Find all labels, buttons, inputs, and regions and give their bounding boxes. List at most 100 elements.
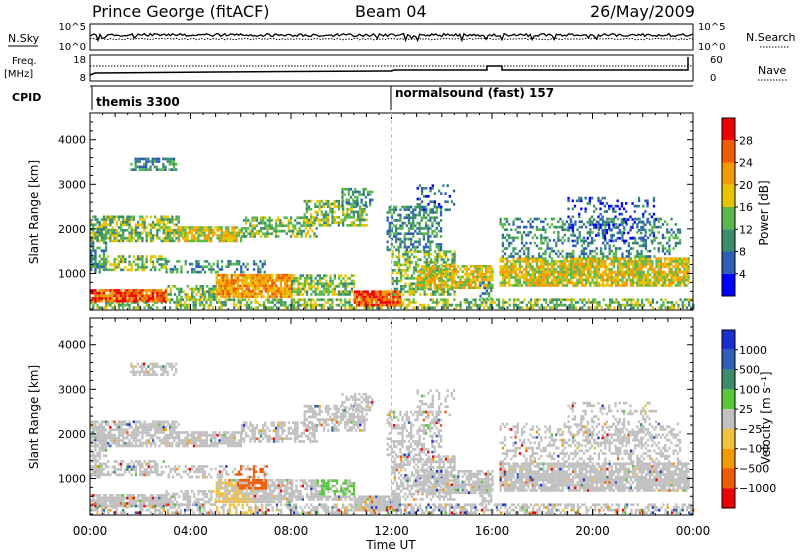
heatmap-cell-962 [237, 279, 240, 282]
heatmap-cell-1957 [482, 275, 486, 279]
heatmap-cell-2390 [585, 260, 588, 263]
heatmap-cell-1994 [479, 281, 482, 285]
heatmap-cell-1897 [465, 278, 468, 282]
heatmap-cell-4785 [612, 239, 615, 243]
heatmap-cell-1010 [249, 279, 253, 282]
heatmap-cell-4882 [90, 244, 93, 247]
heatmap-cell-4507 [410, 216, 413, 220]
heatmap-cell-2505 [612, 270, 615, 274]
heatmap-cell-4651 [423, 187, 426, 190]
heatmap-cell-865 [212, 293, 215, 296]
heatmap-cell-4293 [349, 195, 353, 199]
heatmap-cell-4660 [429, 187, 432, 190]
heatmap-cell-4043 [289, 221, 293, 225]
heatmap-cell-2152 [533, 284, 536, 287]
heatmap-cell-3657 [137, 226, 140, 229]
heatmap-cell-2960 [544, 228, 547, 232]
heatmap-cell-4608 [433, 205, 436, 209]
heatmap-cell-683 [113, 289, 116, 292]
heatmap-cell-3343 [130, 268, 133, 272]
heatmap-cell-4776 [608, 226, 611, 229]
heatmap-cell-2400 [587, 260, 590, 263]
heatmap-cell-2729 [664, 276, 667, 279]
heatmap-cell-4217 [346, 216, 349, 219]
heatmap-cell-710 [126, 291, 129, 295]
heatmap-cell-2714 [659, 265, 662, 269]
heatmap-cell-3498 [90, 223, 93, 227]
heatmap-cell-108 [192, 303, 195, 307]
heatmap-cell-2276 [561, 281, 564, 285]
heatmap-cell-385 [459, 303, 462, 307]
heatmap-cell-3052 [582, 236, 586, 240]
heatmap-cell-960 [237, 284, 240, 288]
heatmap-cell-4271 [363, 207, 366, 211]
heatmap-cell-2160 [533, 257, 536, 261]
heatmap-cell-3903 [227, 231, 230, 235]
heatmap-cell-2524 [617, 268, 620, 271]
heatmap-cell-4119 [310, 218, 313, 222]
heatmap-cell-2865 [508, 241, 511, 245]
heatmap-cell-862 [210, 287, 213, 291]
heatmap-cell-3219 [651, 228, 654, 232]
heatmap-cell-3203 [644, 255, 648, 258]
heatmap-cell-4142 [318, 199, 321, 203]
heatmap-cell-3266 [670, 217, 673, 221]
heatmap-cell-3155 [625, 255, 628, 258]
heatmap-cell-1731 [453, 290, 456, 294]
heatmap-cell-4637 [416, 197, 419, 201]
heatmap-cell-2122 [525, 260, 528, 263]
heatmap-cell-4036 [287, 229, 290, 233]
heatmap-cell-1080 [269, 287, 272, 290]
heatmap-cell-4303 [356, 203, 359, 207]
heatmap-cell-2483 [606, 257, 609, 261]
heatmap-cell-3960 [251, 219, 254, 222]
heatmap-cell-2074 [514, 276, 517, 279]
heatmap-cell-4917 [98, 254, 101, 258]
heatmap-cell-3489 [259, 268, 262, 271]
heatmap-cell-4485 [405, 213, 408, 217]
heatmap-cell-1116 [279, 292, 282, 296]
heatmap-cell-1423 [388, 290, 391, 294]
heatmap-cell-264 [331, 303, 334, 307]
heatmap-cell-4075 [304, 232, 308, 236]
heatmap-cell-3493 [263, 270, 266, 274]
heatmap-cell-3235 [657, 231, 660, 234]
heatmap-cell-4128 [314, 210, 317, 214]
heatmap-cell-2101 [520, 273, 524, 277]
heatmap-cell-400 [474, 298, 477, 302]
heatmap-cell-938 [230, 276, 233, 280]
heatmap-cell-2357 [578, 270, 581, 274]
heatmap-cell-495 [559, 298, 563, 302]
heatmap-cell-1055 [262, 295, 265, 298]
heatmap-cell-4824 [629, 236, 632, 240]
heatmap-cell-891 [219, 289, 223, 293]
heatmap-cell-1785 [429, 283, 432, 287]
heatmap-cell-1072 [266, 287, 270, 290]
heatmap-cell-333 [406, 306, 409, 310]
heatmap-cell-14 [104, 303, 108, 307]
heatmap-cell-3693 [149, 226, 153, 229]
heatmap-cell-1861 [452, 273, 456, 276]
heatmap-cell-1008 [249, 284, 253, 288]
heatmap-cell-1246 [320, 290, 324, 294]
heatmap-cell-1437 [394, 301, 397, 304]
heatmap-cell-1501 [402, 255, 405, 259]
heatmap-cell-3940 [242, 219, 246, 222]
heatmap-cell-2680 [651, 260, 654, 263]
heatmap-cell-4648 [420, 187, 424, 190]
heatmap-cell-2868 [508, 223, 511, 226]
heatmap-cell-1013 [251, 295, 255, 298]
heatmap-cell-4600 [431, 216, 434, 220]
heatmap-cell-4594 [429, 211, 432, 214]
heatmap-cell-4451 [397, 219, 400, 222]
heatmap-cell-661 [102, 289, 106, 292]
heatmap-cell-3110 [606, 241, 609, 245]
heatmap-cell-4050 [294, 235, 297, 238]
heatmap-cell-1042 [258, 284, 261, 288]
heatmap-cell-3065 [589, 228, 592, 232]
heatmap-cell-3740 [164, 218, 167, 221]
heatmap-cell-1132 [284, 292, 287, 296]
heatmap-cell-4539 [418, 240, 421, 244]
heatmap-cell-943 [232, 287, 235, 290]
heatmap-cell-2726 [664, 284, 667, 287]
